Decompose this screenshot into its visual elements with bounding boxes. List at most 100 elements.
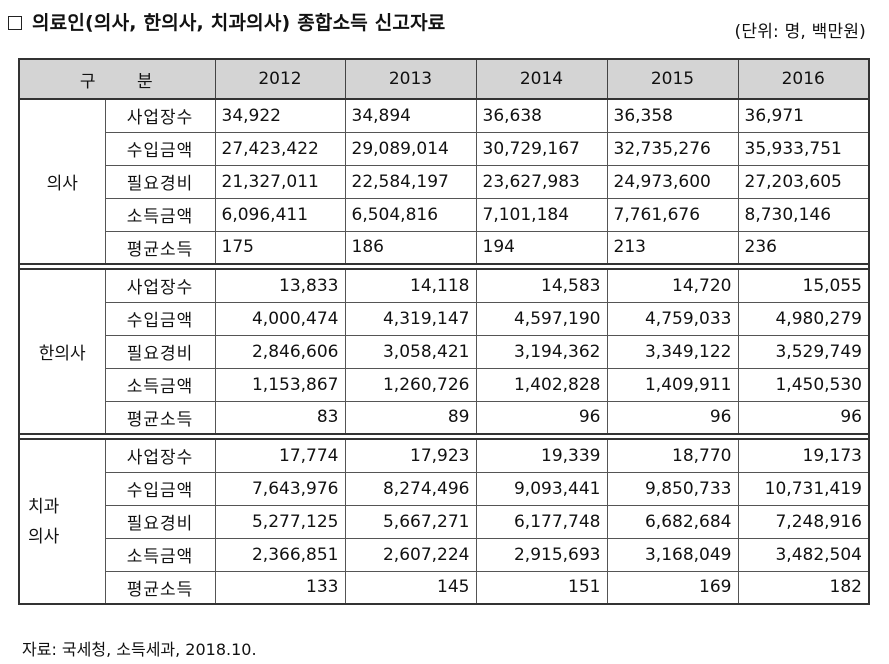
value-cell: 9,850,733: [606, 471, 739, 506]
row-item-label: 수입금액: [104, 471, 216, 506]
value-cell: 2,607,224: [344, 537, 477, 572]
value-cell: 8,274,496: [344, 471, 477, 506]
value-cell: 7,101,184: [475, 197, 608, 232]
value-cell: 15,055: [737, 268, 870, 303]
value-cell: 96: [737, 400, 870, 435]
value-cell: 14,720: [606, 268, 739, 303]
value-cell: 5,277,125: [214, 504, 346, 539]
value-cell: 236: [737, 230, 870, 265]
header-year: 2012: [214, 58, 346, 100]
table-row: 필요경비 21,327,011 22,584,197 23,627,983 24,973…: [19, 164, 870, 199]
row-item-label: 소득금액: [104, 367, 216, 402]
value-cell: 96: [606, 400, 739, 435]
row-item-label: 평균소득: [104, 400, 216, 435]
table-row: 평균소득 83 89 96 96 96: [19, 400, 870, 435]
value-cell: 2,915,693: [475, 537, 608, 572]
header-year: 2013: [344, 58, 477, 100]
document-title: 의료인(의사, 한의사, 치과의사) 종합소득 신고자료 (단위: 명, 백만원…: [8, 8, 878, 42]
header-year: 2014: [475, 58, 608, 100]
value-cell: 213: [606, 230, 739, 265]
table-row: 평균소득 175 186 194 213 236: [19, 230, 870, 265]
table-row: 평균소득 133 145 151 169 182: [19, 570, 870, 605]
income-table-container: 구 분 2012 2013 2014 2015 2016 의사 사업장수 34,92…: [18, 58, 870, 605]
row-item-label: 사업장수: [104, 98, 216, 133]
row-item-label: 사업장수: [104, 438, 216, 473]
value-cell: 1,409,911: [606, 367, 739, 402]
value-cell: 1,153,867: [214, 367, 346, 402]
table-row: 필요경비 2,846,606 3,058,421 3,194,362 3,349,122…: [19, 334, 870, 369]
value-cell: 3,482,504: [737, 537, 870, 572]
row-item-label: 수입금액: [104, 301, 216, 336]
value-cell: 32,735,276: [606, 131, 739, 166]
value-cell: 30,729,167: [475, 131, 608, 166]
value-cell: 2,366,851: [214, 537, 346, 572]
value-cell: 29,089,014: [344, 131, 477, 166]
value-cell: 3,058,421: [344, 334, 477, 369]
value-cell: 7,643,976: [214, 471, 346, 506]
row-item-label: 평균소득: [104, 230, 216, 265]
header-year: 2016: [737, 58, 870, 100]
value-cell: 17,923: [344, 438, 477, 473]
value-cell: 34,894: [344, 98, 477, 133]
value-cell: 7,248,916: [737, 504, 870, 539]
group-label-line: 의사: [28, 526, 60, 547]
table-row: 수입금액 7,643,976 8,274,496 9,093,441 9,850,733…: [19, 471, 870, 506]
value-cell: 186: [344, 230, 477, 265]
value-cell: 34,922: [214, 98, 346, 133]
value-cell: 96: [475, 400, 608, 435]
table-row: 소득금액 2,366,851 2,607,224 2,915,693 3,168,049…: [19, 537, 870, 572]
value-cell: 14,583: [475, 268, 608, 303]
value-cell: 4,597,190: [475, 301, 608, 336]
source-note: 자료: 국세청, 소득세과, 2018.10.: [22, 640, 257, 659]
value-cell: 22,584,197: [344, 164, 477, 199]
value-cell: 9,093,441: [475, 471, 608, 506]
value-cell: 35,933,751: [737, 131, 870, 166]
header-year: 2015: [606, 58, 739, 100]
value-cell: 3,349,122: [606, 334, 739, 369]
value-cell: 4,759,033: [606, 301, 739, 336]
unit-label: (단위: 명, 백만원): [734, 22, 866, 42]
value-cell: 36,358: [606, 98, 739, 133]
value-cell: 151: [475, 570, 608, 605]
group-separator: [19, 263, 869, 270]
value-cell: 6,177,748: [475, 504, 608, 539]
value-cell: 17,774: [214, 438, 346, 473]
value-cell: 18,770: [606, 438, 739, 473]
value-cell: 14,118: [344, 268, 477, 303]
value-cell: 27,203,605: [737, 164, 870, 199]
value-cell: 8,730,146: [737, 197, 870, 232]
value-cell: 27,423,422: [214, 131, 346, 166]
value-cell: 133: [214, 570, 346, 605]
value-cell: 194: [475, 230, 608, 265]
value-cell: 36,971: [737, 98, 870, 133]
value-cell: 175: [214, 230, 346, 265]
value-cell: 13,833: [214, 268, 346, 303]
value-cell: 89: [344, 400, 477, 435]
table-row: 의사 사업장수 34,922 34,894 36,638 36,358 36,971: [18, 98, 870, 265]
group-label-line: 치과: [28, 496, 60, 517]
table-row: 소득금액 6,096,411 6,504,816 7,101,184 7,761,676…: [19, 197, 870, 232]
table-row: 소득금액 1,153,867 1,260,726 1,402,828 1,409,911…: [19, 367, 870, 402]
value-cell: 2,846,606: [214, 334, 346, 369]
value-cell: 3,168,049: [606, 537, 739, 572]
value-cell: 6,504,816: [344, 197, 477, 232]
value-cell: 21,327,011: [214, 164, 346, 199]
value-cell: 1,450,530: [737, 367, 870, 402]
row-item-label: 수입금액: [104, 131, 216, 166]
value-cell: 4,000,474: [214, 301, 346, 336]
row-item-label: 필요경비: [104, 334, 216, 369]
group-separator: [19, 433, 869, 440]
row-item-label: 필요경비: [104, 504, 216, 539]
table-header-row: 구 분 2012 2013 2014 2015 2016: [18, 58, 870, 100]
group-label: 한의사: [18, 268, 106, 435]
table-row: 한의사 사업장수 13,833 14,118 14,583 14,720 15,055: [18, 268, 870, 435]
value-cell: 23,627,983: [475, 164, 608, 199]
separator-cell: [19, 263, 869, 270]
value-cell: 1,260,726: [344, 367, 477, 402]
row-item-label: 소득금액: [104, 197, 216, 232]
row-item-label: 필요경비: [104, 164, 216, 199]
value-cell: 7,761,676: [606, 197, 739, 232]
value-cell: 169: [606, 570, 739, 605]
value-cell: 10,731,419: [737, 471, 870, 506]
